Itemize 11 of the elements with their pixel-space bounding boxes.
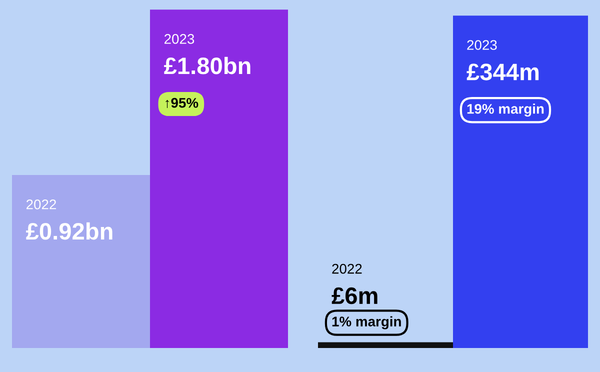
data-label: £0.92bn [26,222,112,240]
x-tick-label: 2022 [332,264,362,274]
data-label: £1.80bn [164,56,250,74]
data-label: £344m [466,64,539,80]
x-tick-label: 2022 [26,199,56,210]
x-tick-label: 2023 [467,40,497,50]
x-tick-label: 2023 [164,34,194,44]
data-label: £6m [332,287,378,304]
annotation: 1% margin [332,316,401,330]
annotation: ↑95% [166,98,198,108]
annotation: 19% margin [467,104,544,117]
